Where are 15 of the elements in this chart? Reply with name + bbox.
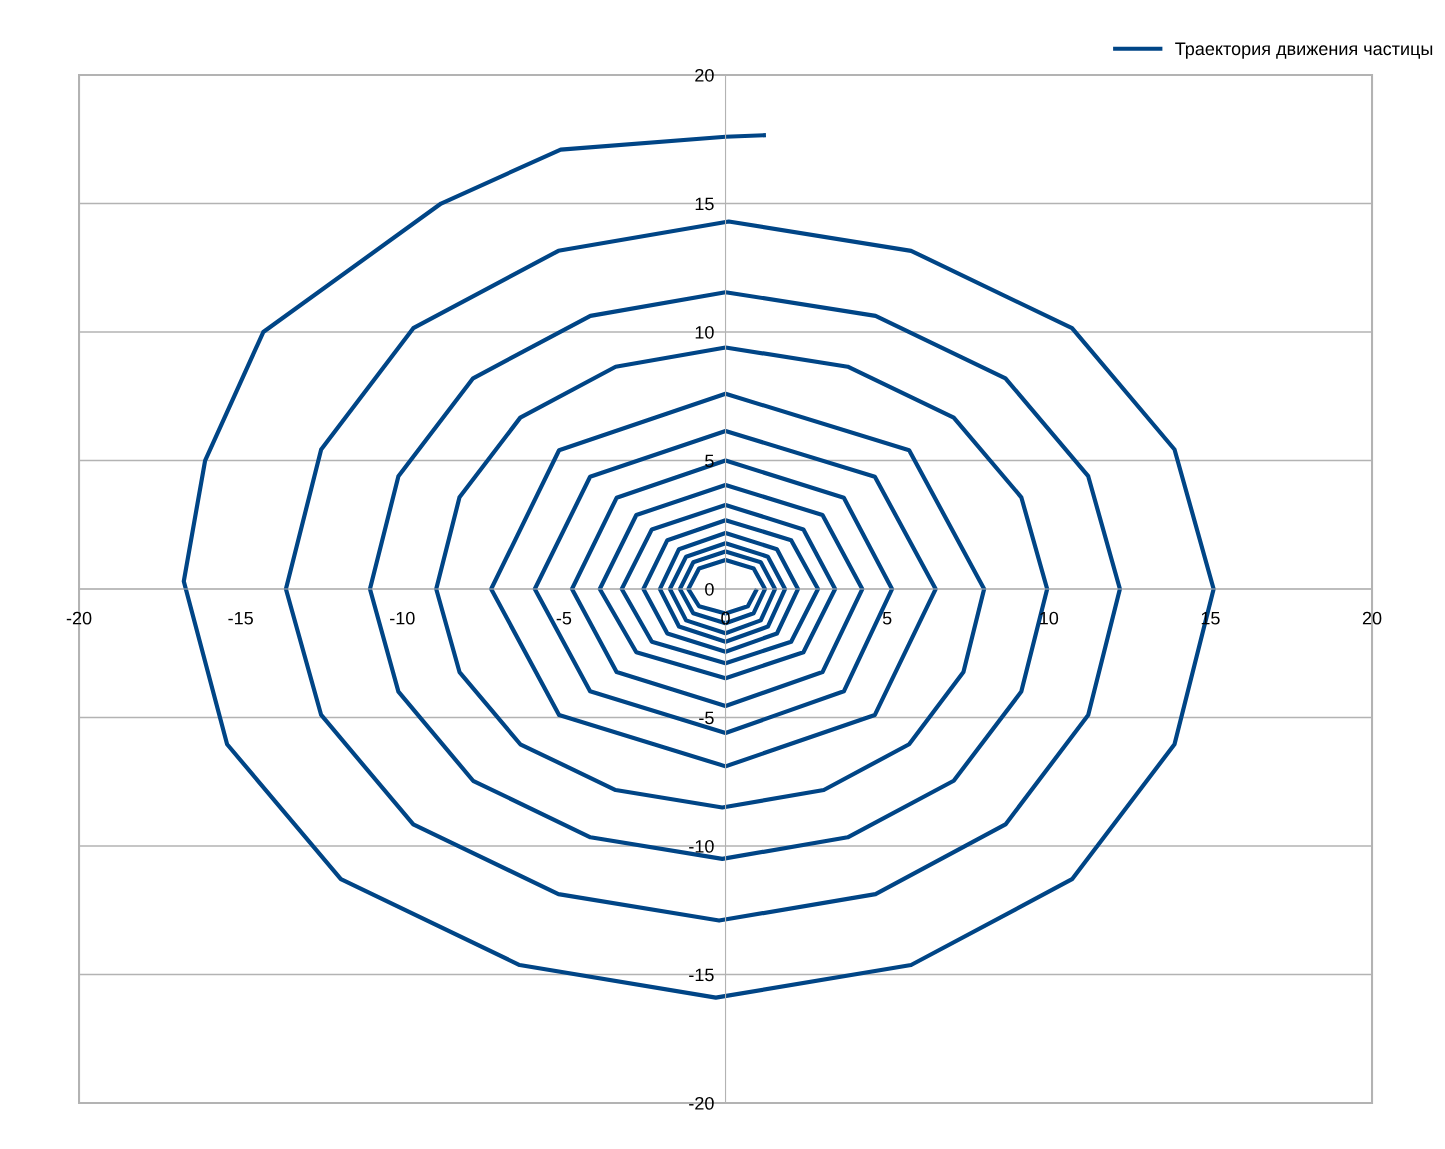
x-tick-label: -5 bbox=[556, 611, 572, 625]
y-tick-label: -5 bbox=[699, 711, 714, 725]
x-tick-label: -20 bbox=[66, 611, 92, 625]
y-tick-label: -15 bbox=[689, 968, 714, 982]
x-tick-label: -10 bbox=[390, 611, 415, 625]
y-tick-label: 15 bbox=[695, 197, 714, 211]
y-tick-label: 20 bbox=[695, 68, 714, 82]
y-tick-label: -10 bbox=[689, 839, 714, 853]
y-tick-label: 0 bbox=[705, 582, 714, 596]
legend-label: Траектория движения частицы bbox=[1175, 42, 1433, 59]
x-tick-label: 20 bbox=[1362, 611, 1382, 625]
x-tick-label: 5 bbox=[882, 611, 892, 625]
y-tick-label: 10 bbox=[695, 325, 714, 339]
x-tick-label: -15 bbox=[228, 611, 253, 625]
y-tick-label: -20 bbox=[689, 1096, 714, 1110]
